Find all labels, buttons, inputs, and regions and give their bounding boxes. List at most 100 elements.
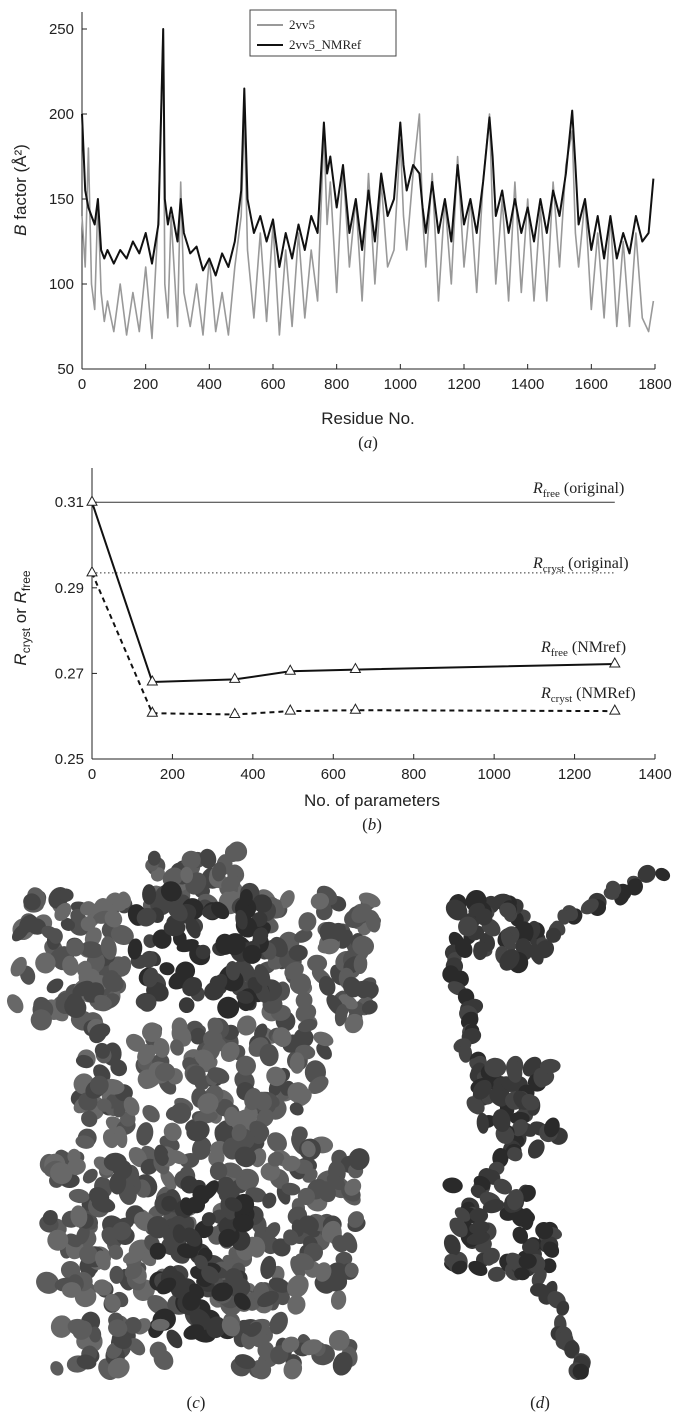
atom-ellipsoid bbox=[75, 1135, 95, 1149]
annotation-rcryst-original: Rcryst (original) bbox=[532, 555, 629, 575]
atom-ellipsoid bbox=[212, 973, 228, 992]
atom-ellipsoid bbox=[281, 1182, 301, 1196]
atom-ellipsoid bbox=[128, 1338, 146, 1356]
atom-ellipsoid bbox=[259, 1043, 279, 1067]
atom-ellipsoid bbox=[93, 1023, 111, 1038]
atom-ellipsoid bbox=[329, 1272, 348, 1291]
atom-ellipsoid bbox=[161, 1195, 178, 1212]
y-tick-label: 0.27 bbox=[55, 665, 84, 682]
atom-ellipsoid bbox=[442, 1177, 463, 1194]
data-point-triangle bbox=[228, 707, 241, 718]
atom-ellipsoid bbox=[541, 1258, 557, 1274]
atom-ellipsoid bbox=[254, 964, 271, 987]
atom-ellipsoid bbox=[342, 976, 362, 998]
atom-ellipsoid bbox=[344, 1013, 364, 1034]
atom-ellipsoid bbox=[218, 1228, 237, 1248]
atom-ellipsoid bbox=[82, 968, 100, 981]
atom-ellipsoid bbox=[297, 1018, 318, 1033]
atom-ellipsoid bbox=[66, 938, 85, 957]
atom-ellipsoid bbox=[182, 1227, 202, 1247]
atom-ellipsoid bbox=[449, 1217, 468, 1238]
atom-ellipsoid bbox=[328, 1330, 350, 1351]
atom-ellipsoid bbox=[252, 927, 269, 945]
atom-ellipsoid bbox=[201, 1265, 220, 1284]
atom-ellipsoid bbox=[224, 933, 246, 956]
atom-ellipsoid bbox=[231, 1123, 247, 1142]
atom-ellipsoid bbox=[170, 1102, 192, 1124]
atom-ellipsoid bbox=[147, 1216, 170, 1239]
atom-ellipsoid bbox=[193, 1110, 218, 1124]
atom-ellipsoid bbox=[192, 1137, 212, 1160]
atom-ellipsoid bbox=[466, 1231, 490, 1245]
legend-label-2vv5: 2vv5 bbox=[289, 17, 315, 32]
atom-ellipsoid bbox=[181, 850, 201, 870]
atom-ellipsoid bbox=[267, 1151, 285, 1167]
atom-ellipsoid bbox=[127, 938, 143, 960]
atom-ellipsoid bbox=[514, 1267, 530, 1281]
atom-ellipsoid bbox=[186, 1065, 206, 1085]
panel-a-bfactor-chart: 0 200 400 600 800 1000 1200 1400 1600 1800 50 100 15… bbox=[11, 9, 672, 452]
atom-ellipsoid bbox=[68, 1188, 90, 1204]
atom-ellipsoid bbox=[282, 1155, 301, 1172]
atom-ellipsoid bbox=[185, 917, 201, 939]
x-tick-label: 1800 bbox=[638, 376, 671, 393]
x-tick-label: 0 bbox=[78, 376, 86, 393]
atom-ellipsoid bbox=[344, 1262, 359, 1278]
atom-ellipsoid bbox=[123, 1096, 140, 1116]
panel-a-legend: 2vv5 2vv5_NMRef bbox=[249, 9, 397, 57]
panel-b-axes: 0 200 400 600 800 1000 1200 1400 0.25 0.27 0.29 0.3… bbox=[55, 468, 672, 783]
y-tick-label: 150 bbox=[49, 191, 74, 208]
atom-ellipsoid bbox=[207, 1067, 230, 1084]
x-tick-label: 1000 bbox=[384, 376, 417, 393]
atom-ellipsoid bbox=[136, 907, 157, 927]
x-tick-label: 200 bbox=[133, 376, 158, 393]
atom-ellipsoid bbox=[351, 903, 372, 924]
atom-ellipsoid bbox=[79, 941, 104, 959]
atom-ellipsoid bbox=[233, 1292, 251, 1311]
data-point-triangle bbox=[349, 662, 362, 674]
atom-ellipsoid bbox=[506, 1060, 523, 1083]
atom-ellipsoid bbox=[154, 1144, 169, 1166]
atom-ellipsoid bbox=[93, 1279, 112, 1296]
atom-ellipsoid bbox=[58, 888, 74, 902]
atom-ellipsoid bbox=[234, 1354, 256, 1370]
data-point-triangle bbox=[86, 495, 98, 506]
atom-ellipsoid bbox=[344, 1178, 362, 1196]
atom-ellipsoid bbox=[117, 956, 132, 975]
panel-a-axes: 0 200 400 600 800 1000 1200 1400 1600 1800 50 100 15… bbox=[49, 12, 672, 393]
atom-ellipsoid bbox=[35, 952, 56, 974]
atom-ellipsoid bbox=[64, 995, 87, 1019]
atom-ellipsoid bbox=[89, 1075, 109, 1095]
atom-ellipsoid bbox=[493, 1178, 513, 1195]
series-line-2vv5 bbox=[81, 28, 655, 340]
atom-ellipsoid bbox=[221, 875, 241, 892]
atom-ellipsoid bbox=[267, 1132, 287, 1153]
atom-ellipsoid bbox=[110, 924, 134, 946]
atom-ellipsoid bbox=[167, 1149, 188, 1165]
legend-label-2vv5-nmref: 2vv5_NMRef bbox=[289, 37, 362, 52]
x-tick-label: 400 bbox=[240, 766, 265, 783]
atom-ellipsoid bbox=[580, 898, 599, 915]
atom-ellipsoid bbox=[50, 1162, 73, 1185]
atom-ellipsoid bbox=[313, 1031, 334, 1047]
atom-ellipsoid bbox=[518, 1210, 536, 1224]
atom-ellipsoid bbox=[557, 909, 570, 925]
atom-ellipsoid bbox=[108, 1244, 124, 1260]
atom-ellipsoid bbox=[289, 1102, 304, 1116]
atom-ellipsoid bbox=[171, 1017, 188, 1037]
atom-ellipsoid bbox=[533, 1067, 549, 1088]
atom-ellipsoid bbox=[527, 1139, 545, 1159]
atom-ellipsoid bbox=[110, 1059, 128, 1077]
atom-ellipsoid bbox=[91, 1196, 116, 1213]
atom-ellipsoid bbox=[300, 1339, 323, 1356]
x-tick-label: 600 bbox=[321, 766, 346, 783]
y-tick-label: 0.31 bbox=[55, 494, 84, 511]
annotation-rfree-nmref: Rfree (NMref) bbox=[540, 639, 626, 659]
x-tick-label: 200 bbox=[160, 766, 185, 783]
atom-ellipsoid bbox=[246, 1321, 262, 1337]
atom-ellipsoid bbox=[36, 1271, 60, 1294]
atom-ellipsoid bbox=[104, 909, 123, 928]
atom-ellipsoid bbox=[292, 1126, 308, 1142]
x-tick-label: 400 bbox=[197, 376, 222, 393]
atom-ellipsoid bbox=[353, 954, 368, 974]
